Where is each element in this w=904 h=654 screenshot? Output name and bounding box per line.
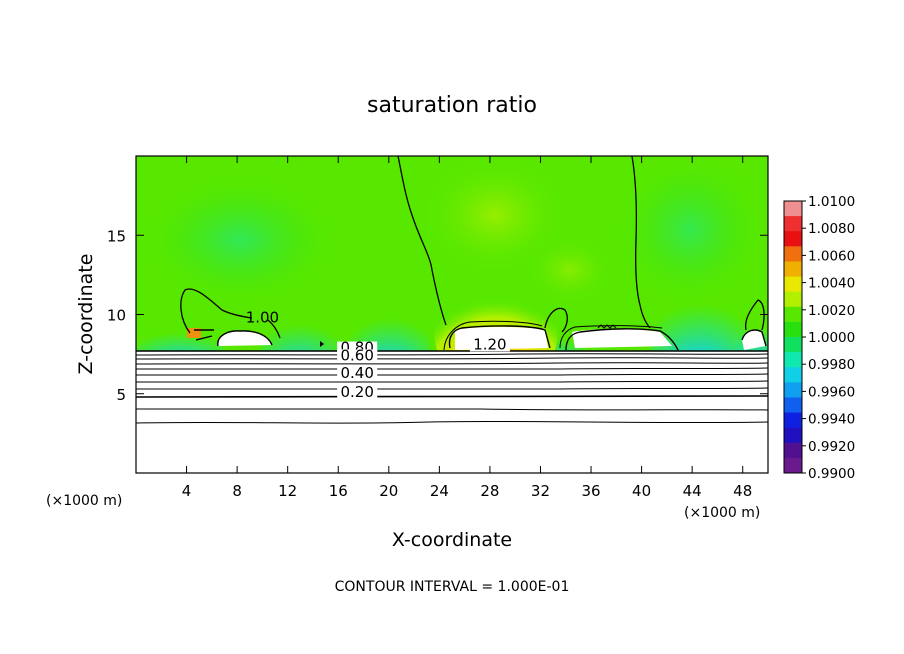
- x-tick-label: 28: [480, 482, 499, 500]
- x-axis-label: X-coordinate: [392, 529, 512, 551]
- x-tick-label: 44: [683, 482, 702, 500]
- x-tick-label: 4: [182, 482, 192, 500]
- colorbar-swatch: [784, 231, 802, 247]
- contour-label-bg: [337, 349, 378, 363]
- y-tick-label: 15: [107, 227, 126, 245]
- colorbar-swatch: [784, 306, 802, 323]
- colorbar-swatch: [784, 337, 802, 353]
- y-axis: 5 10 15: [107, 227, 768, 404]
- x-unit-right: (×1000 m): [684, 505, 760, 521]
- contour-line-5: [136, 367, 768, 370]
- cloud-left-interior: [217, 330, 272, 346]
- cloud-left-boundary: [194, 329, 273, 347]
- colorbar-swatch: [784, 216, 802, 232]
- contour-label: 0.20: [340, 383, 373, 401]
- x-tick-label: 36: [581, 482, 600, 500]
- colorbar-swatch: [784, 397, 802, 414]
- x-unit-left: (×1000 m): [46, 493, 122, 509]
- colorbar-label: 1.0080: [808, 221, 855, 237]
- colorbar-label: 1.0040: [808, 276, 855, 292]
- x-tick-label: 16: [329, 482, 348, 500]
- cloud-right-interior: [572, 329, 672, 348]
- contour-line-6: [136, 373, 768, 376]
- y-axis-label: Z-coordinate: [75, 254, 97, 375]
- cloud-right-boundary-outer: [559, 325, 663, 349]
- colorbar-swatch: [784, 246, 802, 262]
- contour-line-10: [136, 408, 768, 411]
- contour-label: 1.00: [246, 308, 279, 326]
- x-tick-label: 32: [531, 482, 550, 500]
- cloud-edge-boundary: [741, 329, 767, 347]
- colorbar-swatch: [784, 276, 802, 293]
- contour-left-loop: [180, 288, 281, 339]
- contour-line-7: [136, 380, 768, 383]
- contour-line-3: [136, 357, 768, 360]
- cloud-center-boundary: [448, 325, 551, 349]
- contour-label-bg: [337, 366, 378, 380]
- cloud-right-zigzag: [597, 324, 617, 329]
- field-region-cyan-right: [620, 160, 760, 300]
- colorbar-label: 1.0060: [808, 248, 855, 264]
- x-tick-label: 12: [278, 482, 297, 500]
- cloud-center-boundary-outer: [443, 320, 543, 351]
- colorbar-label: 0.9940: [808, 412, 855, 428]
- contour-label: 1.20: [473, 335, 506, 353]
- colorbar-swatch: [784, 352, 802, 368]
- colorbar-swatch: [784, 367, 802, 383]
- colorbar-label: 0.9920: [808, 439, 855, 455]
- contour-line-2: [136, 353, 768, 356]
- field-region-cyan-left: [150, 180, 330, 300]
- contour-right-loop: [744, 299, 765, 331]
- colorbar-swatch: [784, 457, 802, 474]
- contour-line-4: [136, 362, 768, 365]
- colorbar-swatch: [784, 412, 802, 429]
- cloud-right-boundary: [565, 328, 679, 351]
- colorbar-label: 1.0020: [808, 303, 855, 319]
- contour-vertical-right: [631, 156, 651, 329]
- contour-label-bg: [469, 338, 510, 352]
- colorbar-label: 1.0000: [808, 330, 855, 346]
- chart-title: saturation ratio: [367, 93, 537, 118]
- footnote: CONTOUR INTERVAL = 1.000E-01: [335, 579, 570, 595]
- plot-area: [136, 156, 768, 473]
- x-tick-label: 8: [232, 482, 242, 500]
- colorbar-label: 1.0100: [808, 194, 855, 210]
- x-tick-label: 20: [379, 482, 398, 500]
- x-axis: 4 8 12 16 20 24 28 32 36 40 44 48: [182, 156, 752, 500]
- field-region-yellow-mid: [525, 235, 615, 305]
- x-tick-label: 48: [733, 482, 752, 500]
- colorbar-swatch: [784, 427, 802, 444]
- contour-line-11: [136, 420, 768, 424]
- contour-label: 0.60: [340, 346, 373, 364]
- colorbar-label: 0.9960: [808, 384, 855, 400]
- colorbar-swatch: [784, 382, 802, 398]
- contour-line-9: [136, 395, 768, 398]
- x-tick-label: 40: [632, 482, 651, 500]
- colorbar-labels: 1.0100 1.0080 1.0060 1.0040 1.0020 1.0000 0.99…: [802, 194, 855, 482]
- orange-patch: [187, 328, 201, 338]
- small-contour-mark: [320, 341, 324, 347]
- contour-labels: 1.001.200.800.600.400.20: [246, 308, 510, 401]
- contour-line-8: [136, 387, 768, 390]
- colorbar-swatch: [784, 442, 802, 459]
- colorbar-swatch: [784, 321, 802, 338]
- colorbar-label: 0.9980: [808, 357, 855, 373]
- contour-label-bg: [337, 385, 378, 399]
- y-tick-label: 10: [107, 307, 126, 325]
- contour-center-loop: [544, 307, 568, 333]
- colorbar: [783, 200, 803, 474]
- x-tick-label: 24: [430, 482, 449, 500]
- colorbar-swatch: [784, 201, 802, 217]
- colorbar-swatch: [784, 291, 802, 308]
- colorbar-label: 0.9900: [808, 466, 855, 482]
- field-region-yellow-upper: [420, 156, 570, 275]
- colorbar-swatch: [784, 261, 802, 278]
- y-tick-label: 5: [116, 386, 126, 404]
- cloud-edge-interior: [742, 330, 766, 350]
- contour-vertical-left: [397, 156, 447, 326]
- contour-label: 0.40: [340, 364, 373, 382]
